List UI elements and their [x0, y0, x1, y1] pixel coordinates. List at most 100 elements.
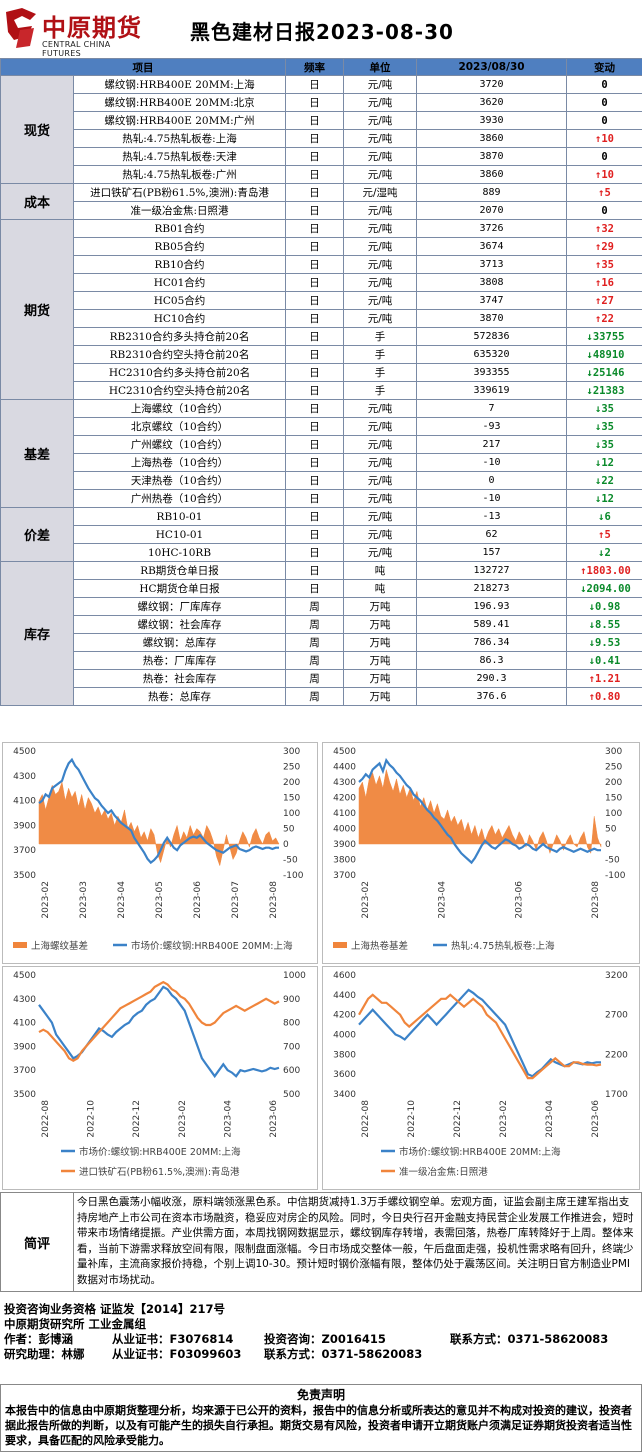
legend-label: 市场价:螺纹钢:HRB400E 20MM:上海 [131, 940, 293, 952]
value-cell: 3747 [416, 291, 567, 310]
left-axis-tick-label: 3800 [333, 856, 356, 866]
value-cell: 889 [416, 183, 567, 202]
item-name-cell: 10HC-10RB [73, 543, 286, 562]
change-cell: ↑35 [566, 255, 642, 274]
right-axis-tick-label: 0 [605, 840, 611, 850]
table-row: RB2310合约空头持仓前20名日手 635320 ↓48910 [1, 345, 642, 364]
arrow-up-icon: ↑ [595, 132, 602, 145]
left-axis-tick-label: 4500 [13, 747, 36, 757]
series-line [38, 985, 280, 1079]
value-cell: 196.93 [416, 597, 567, 616]
frequency-cell: 日 [285, 381, 344, 400]
item-name-cell: 螺纹钢:HRB400E 20MM:广州 [73, 111, 286, 130]
frequency-cell: 日 [285, 579, 344, 598]
table-row: 价差 RB10-01 日元/吨 -13 ↓6 [0, 507, 642, 562]
table-row: RB05合约日元/吨 3674 ↑29 [1, 237, 642, 256]
table-row: 库存 RB期货仓单日报日吨 132727 ↑1803.00 [0, 561, 642, 706]
x-axis-tick-label: 2023-06 [514, 881, 524, 919]
item-name-cell: 热轧:4.75热轧板卷:天津 [73, 147, 286, 166]
author-line: 作者：彭博涵 从业证书：F3076814 投资咨询：Z0016415 联系方式：… [4, 1332, 640, 1347]
right-axis-tick-label: 250 [283, 763, 300, 773]
change-value: 2 [604, 546, 611, 559]
assistant-contact: 联系方式：0371-58620083 [264, 1347, 423, 1361]
frequency-cell: 日 [285, 165, 344, 184]
right-axis-tick-label: -100 [605, 871, 626, 881]
change-value: 12 [601, 492, 614, 505]
unit-cell: 元/吨 [343, 543, 417, 562]
table-row: 热轧:4.75热轧板卷:广州日元/吨 3860 ↑10 [1, 165, 642, 184]
series-line [358, 993, 602, 1080]
legend-label: 进口铁矿石(PB粉61.5%,澳洲):青岛港 [79, 1166, 240, 1178]
frequency-cell: 周 [285, 651, 344, 670]
change-cell: ↓9.53 [566, 633, 642, 652]
value-cell: 3713 [416, 255, 567, 274]
table-row: 准一级冶金焦:日照港日元/吨 2070 0 [1, 201, 642, 220]
left-axis-tick-label: 4500 [13, 971, 36, 981]
x-axis-tick-label: 2023-04 [438, 881, 448, 919]
change-value: 16 [601, 276, 614, 289]
x-axis-tick-label: 2023-04 [223, 1100, 233, 1138]
table-row: HC01合约日元/吨 3808 ↑16 [1, 273, 642, 292]
change-cell: ↓25146 [566, 363, 642, 382]
frequency-cell: 日 [285, 471, 344, 490]
arrow-up-icon: ↑ [598, 528, 605, 541]
arrow-down-icon: ↓ [588, 654, 596, 667]
arrow-down-icon: ↓ [598, 510, 605, 523]
value-cell: 3860 [416, 165, 567, 184]
item-name-cell: 螺纹钢：社会库存 [73, 615, 286, 634]
item-name-cell: HC05合约 [73, 291, 286, 310]
change-cell: 0 [566, 147, 642, 166]
value-cell: 3620 [416, 93, 567, 112]
change-value: 21383 [592, 384, 625, 397]
chart-rebar-vs-coke: 3400 3600 3800 4000 4200 4400 4600 1700 2200 2700… [322, 966, 640, 1190]
left-axis-tick-label: 3900 [333, 840, 356, 850]
change-value: 25146 [592, 366, 625, 379]
value-cell: 589.41 [416, 615, 567, 634]
frequency-cell: 日 [285, 327, 344, 346]
legend-label: 市场价:螺纹钢:HRB400E 20MM:上海 [79, 1146, 241, 1158]
change-cell: ↑1803.00 [566, 561, 642, 580]
frequency-cell: 日 [285, 291, 344, 310]
item-name-cell: HC10合约 [73, 309, 286, 328]
frequency-cell: 周 [285, 633, 344, 652]
item-name-cell: 上海热卷（10合约） [73, 453, 286, 472]
frequency-cell: 日 [285, 561, 344, 580]
right-axis-tick-label: -50 [283, 856, 298, 866]
frequency-cell: 日 [285, 543, 344, 562]
change-value: 5 [604, 186, 611, 199]
frequency-cell: 日 [285, 399, 344, 418]
change-cell: ↑22 [566, 309, 642, 328]
item-name-cell: 热卷：厂库库存 [73, 651, 286, 670]
value-cell: 86.3 [416, 651, 567, 670]
arrow-up-icon: ↑ [595, 168, 602, 181]
category-cell: 基差 [0, 399, 74, 508]
arrow-up-icon: ↑ [598, 186, 605, 199]
arrow-down-icon: ↓ [586, 384, 593, 397]
legend-swatch [333, 942, 347, 948]
category-cell: 库存 [0, 561, 74, 706]
left-axis-tick-label: 3700 [13, 1066, 36, 1076]
series-line [38, 980, 280, 1062]
change-cell: 0 [566, 111, 642, 130]
table-row: 天津热卷（10合约）日元/吨 0 ↓22 [1, 471, 642, 490]
arrow-up-icon: ↑ [595, 240, 602, 253]
table-row: 热卷：厂库库存周万吨 86.3 ↓0.41 [1, 651, 642, 670]
right-axis-tick-label: 900 [283, 995, 300, 1005]
change-cell: ↓0.98 [566, 597, 642, 616]
change-cell: ↓48910 [566, 345, 642, 364]
x-axis-tick-label: 2023-07 [231, 881, 241, 919]
change-cell: ↑29 [566, 237, 642, 256]
value-cell: 3726 [416, 219, 567, 238]
right-axis-tick-label: 500 [283, 1090, 300, 1100]
value-cell: 3870 [416, 309, 567, 328]
arrow-up-icon: ↑ [595, 222, 602, 235]
frequency-cell: 周 [285, 615, 344, 634]
table-row: 北京螺纹（10合约）日元/吨 -93 ↓35 [1, 417, 642, 436]
arrow-down-icon: ↓ [595, 474, 602, 487]
table-row: 螺纹钢:HRB400E 20MM:北京日元/吨 3620 0 [1, 93, 642, 112]
value-cell: 3674 [416, 237, 567, 256]
left-axis-tick-label: 3400 [333, 1090, 356, 1100]
disclaimer-title: 免责声明 [296, 1388, 345, 1402]
series-line [358, 757, 601, 865]
assistant-certificate: 从业证书：F03099603 [112, 1347, 242, 1361]
